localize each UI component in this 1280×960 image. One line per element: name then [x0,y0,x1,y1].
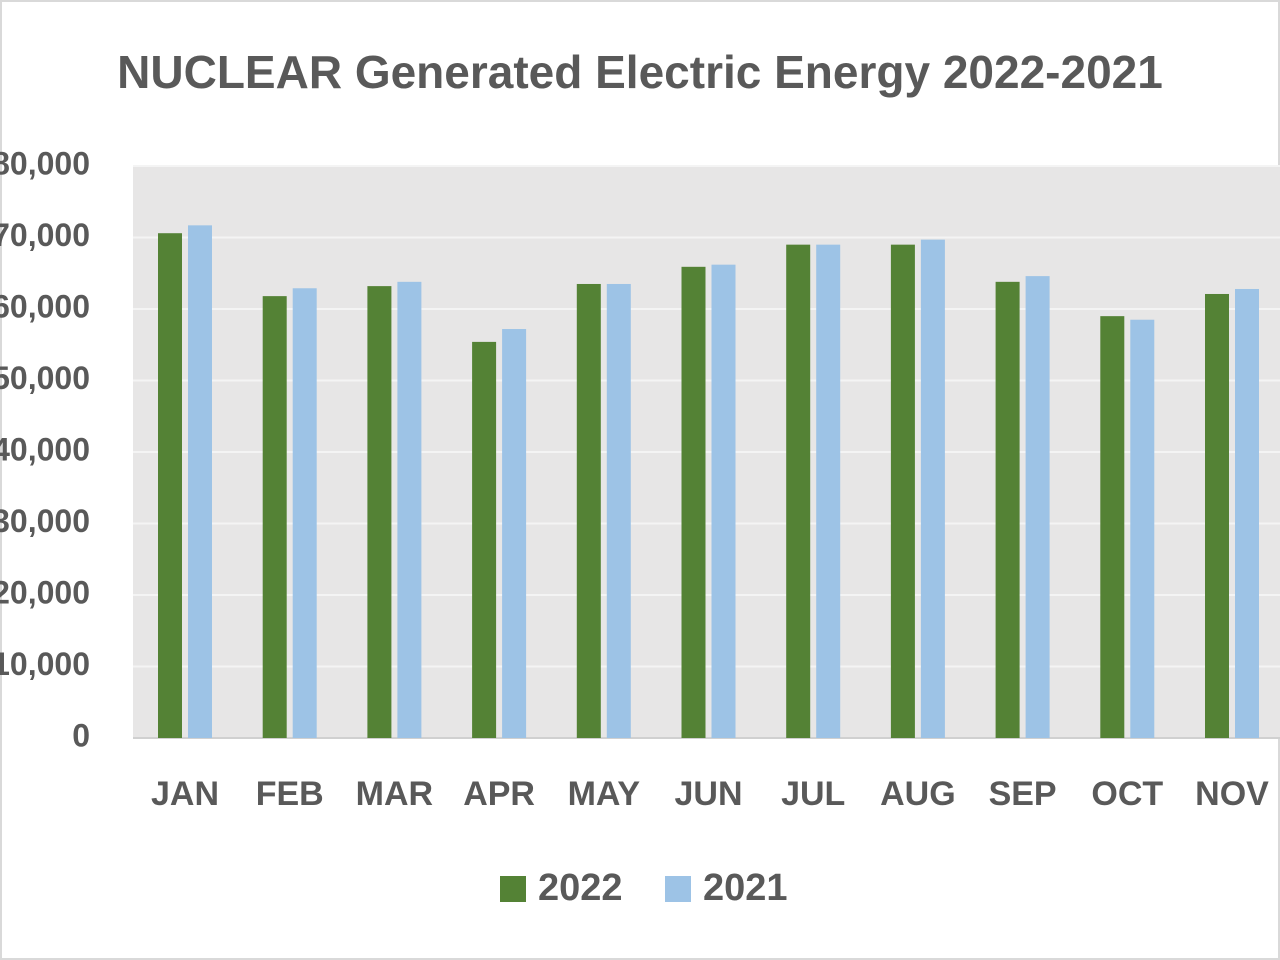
y-tick-label: 20,000 [0,574,90,610]
bar [262,296,287,738]
bar [576,283,601,738]
bar [920,239,945,738]
y-tick-label: 70,000 [0,217,90,253]
bar [158,233,182,738]
bar [786,244,811,738]
y-tick-label: 60,000 [0,288,90,324]
bar [606,283,631,738]
bar [1100,316,1125,738]
x-tick-label: APR [463,775,535,813]
y-tick-label: 50,000 [0,360,90,396]
bar [995,281,1020,738]
bar [1205,293,1229,738]
x-tick-label: JAN [151,775,219,813]
x-tick-label: AUG [880,775,956,813]
bar [890,244,915,738]
x-tick-label: NOV [1195,775,1269,813]
chart-title: NUCLEAR Generated Electric Energy 2022-2… [117,46,1163,98]
bar [292,288,317,738]
bar [1235,288,1259,738]
x-tick-label: FEB [256,775,324,813]
bar [816,244,841,738]
y-tick-label: 10,000 [0,646,90,682]
bar [397,281,422,738]
x-tick-label: JUN [674,775,742,813]
bar [367,286,392,738]
bar [681,266,706,738]
legend-swatch [665,876,691,902]
bar [472,341,497,738]
legend-label: 2022 [538,867,623,909]
y-tick-label: 30,000 [0,503,90,539]
y-tick-label: 40,000 [0,431,90,467]
bar [711,264,736,738]
legend-label: 2021 [703,867,788,909]
x-tick-label: MAY [568,775,641,813]
x-tick-label: SEP [989,775,1057,813]
legend-swatch [500,876,526,902]
y-tick-label: 0 [72,717,90,753]
y-tick-label: 80,000 [0,145,90,181]
bar [1025,276,1050,738]
bar [188,225,212,739]
x-tick-label: MAR [356,775,433,813]
x-tick-label: OCT [1091,775,1163,813]
bar [1130,319,1155,738]
bar [502,329,527,738]
x-tick-label: JUL [781,775,845,813]
